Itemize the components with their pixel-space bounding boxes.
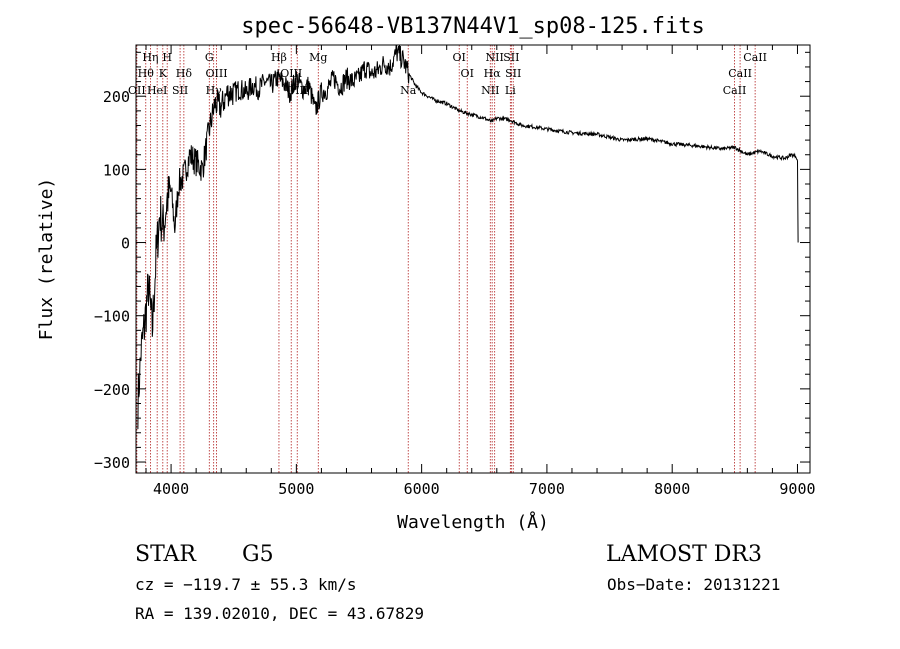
object-class: STAR — [135, 542, 197, 567]
obs-date: Obs−Date: 20131221 — [607, 575, 780, 594]
line-label: Hη — [142, 51, 158, 64]
y-axis-label: Flux (relative) — [36, 178, 57, 341]
line-label: SII — [503, 51, 519, 64]
axis-ticks — [136, 45, 810, 473]
spectrum-line — [137, 45, 799, 430]
survey-name: LAMOST DR3 — [606, 542, 762, 567]
y-tick-label: −200 — [94, 381, 130, 399]
series-layer — [137, 45, 799, 430]
x-tick-label: 4000 — [153, 480, 189, 498]
line-label: Hα — [484, 67, 502, 80]
line-label: G — [205, 51, 214, 64]
tick-labels: 4000 5000 6000 7000 8000 9000 −300 −200 −100 0 100… — [94, 88, 816, 498]
y-tick-label: 0 — [121, 235, 130, 253]
y-tick-label: −300 — [94, 454, 130, 472]
line-label: Hβ — [271, 51, 287, 64]
x-tick-label: 9000 — [779, 480, 815, 498]
line-label: Na — [400, 84, 417, 97]
x-tick-label: 8000 — [654, 480, 690, 498]
line-label: NII — [481, 84, 499, 97]
line-label: CaII — [743, 51, 767, 64]
x-tick-label: 6000 — [404, 480, 440, 498]
line-label: NII — [486, 51, 504, 64]
line-label: OI — [461, 67, 474, 80]
line-label: OI — [453, 51, 466, 64]
chart-title: spec-56648-VB137N44V1_sp08-125.fits — [241, 14, 705, 39]
line-label: HeI — [147, 84, 167, 97]
line-label: Li — [505, 84, 516, 97]
line-label: OII — [128, 84, 146, 97]
redshift-cz: cz = −119.7 ± 55.3 km/s — [135, 575, 357, 594]
line-label: OIII — [206, 67, 228, 80]
line-label: CaII — [723, 84, 747, 97]
object-subclass: G5 — [242, 542, 274, 567]
line-label: SII — [172, 84, 188, 97]
line-markers — [136, 45, 756, 473]
line-label: K — [159, 67, 168, 80]
plot-frame — [135, 44, 811, 474]
line-label: SII — [505, 67, 521, 80]
line-label: CaII — [728, 67, 752, 80]
line-label: Hδ — [176, 67, 193, 80]
y-tick-label: 200 — [103, 88, 130, 106]
line-label: Hθ — [138, 67, 155, 80]
coordinates: RA = 139.02010, DEC = 43.67829 — [135, 604, 424, 623]
x-tick-label: 5000 — [278, 480, 314, 498]
y-tick-label: −100 — [94, 308, 130, 326]
line-label: Mg — [309, 51, 327, 64]
x-axis-label: Wavelength (Å) — [397, 511, 549, 533]
y-tick-label: 100 — [103, 161, 130, 179]
line-labels: OIIHθHηHeIKHSIIHδGOIIIHγHβOIIIOIIIMgNaOI… — [128, 51, 767, 97]
line-label: H — [162, 51, 172, 64]
x-tick-label: 7000 — [529, 480, 565, 498]
